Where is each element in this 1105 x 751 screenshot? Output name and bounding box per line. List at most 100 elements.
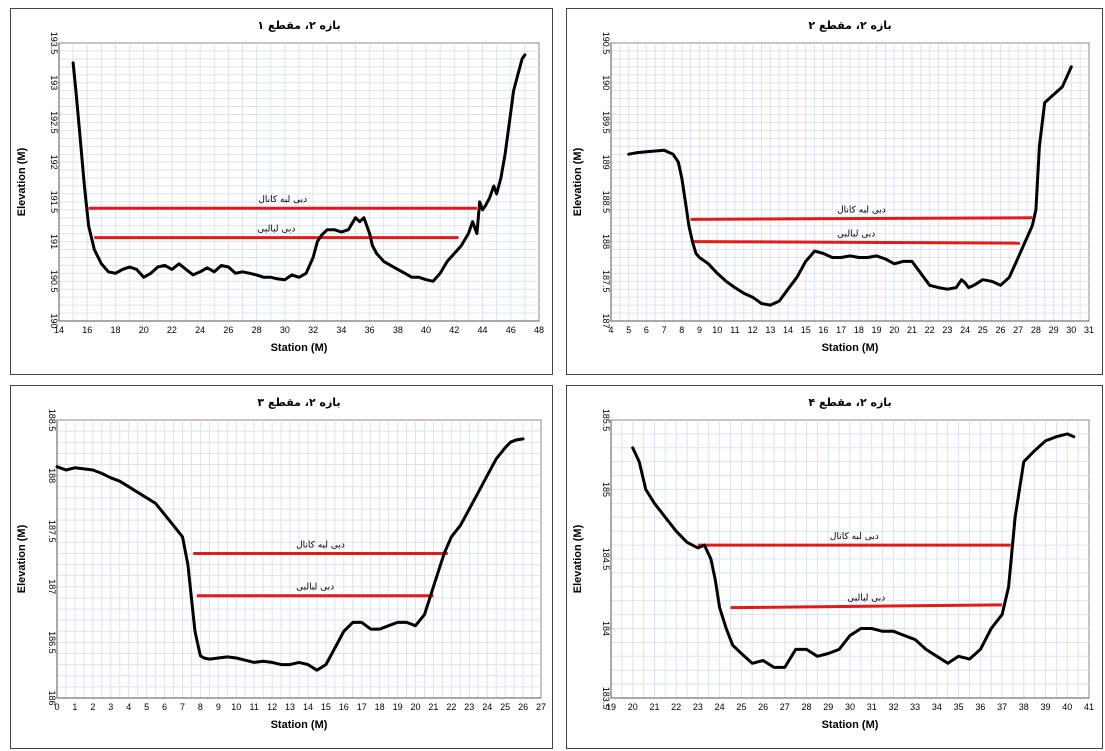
x-tick-label: 6: [644, 325, 649, 335]
x-tick-label: 13: [285, 702, 295, 712]
y-axis-title: Elevation (M): [16, 147, 28, 216]
x-tick-label: 25: [736, 702, 746, 712]
x-tick-label: 37: [997, 702, 1007, 712]
x-tick-label: 40: [1062, 702, 1072, 712]
x-tick-label: 5: [626, 325, 631, 335]
y-tick-label: 187: [47, 579, 57, 594]
x-tick-label: 4: [608, 325, 613, 335]
y-axis-title: Elevation (M): [16, 524, 28, 593]
x-tick-label: 16: [82, 325, 92, 335]
discharge-line-label: دبی لبه کانال: [830, 532, 879, 542]
x-tick-label: 18: [375, 702, 385, 712]
x-tick-label: 6: [162, 702, 167, 712]
x-axis-title: Station (M): [271, 719, 328, 731]
x-tick-label: 28: [1031, 325, 1041, 335]
full-bank-discharge-line: [692, 240, 1020, 245]
x-tick-label: 24: [195, 325, 205, 335]
x-tick-label: 33: [910, 702, 920, 712]
y-tick-label: 186: [47, 690, 57, 705]
chart-1: 14 16 18 20 22 24 26 28 30 32 34 36 38 40 42 44 46 48 190 1…: [16, 19, 544, 354]
y-tick-label: 190: [601, 75, 611, 90]
y-tick-label: 183.5: [601, 687, 611, 710]
x-tick-label: 13: [765, 325, 775, 335]
x-tick-label: 36: [975, 702, 985, 712]
cross-section-profile-line: [55, 437, 525, 672]
x-tick-label: 7: [180, 702, 185, 712]
x-tick-label: 1: [72, 702, 77, 712]
x-tick-label: 22: [671, 702, 681, 712]
x-tick-label: 16: [339, 702, 349, 712]
x-tick-label: 7: [662, 325, 667, 335]
grid: [611, 43, 1089, 321]
x-tick-label: 26: [995, 325, 1005, 335]
y-tick-label: 191.5: [49, 191, 59, 214]
x-tick-label: 20: [411, 702, 421, 712]
cross-section-profile-line: [631, 432, 1076, 669]
x-tick-label: 31: [1084, 325, 1094, 335]
y-tick-label: 189: [601, 155, 611, 170]
y-tick-label: 187.5: [47, 520, 57, 543]
y-axis-title: Elevation (M): [572, 524, 584, 593]
x-tick-label: 48: [534, 325, 544, 335]
chart-2: 4 5 6 7 8 9 10 11 12 13 14 15 16 17 18 19 20 21 22 23 24 25 26…: [572, 19, 1094, 354]
x-tick-label: 10: [712, 325, 722, 335]
discharge-line-label: دبی لبه کانال: [258, 195, 307, 205]
x-tick-label: 24: [960, 325, 970, 335]
x-tick-label: 11: [250, 702, 259, 712]
chart-panel-4: 19 20 21 22 23 24 25 26 27 28 29 30 31 32 33 34 35 36 37 38…: [566, 385, 1103, 749]
x-tick-label: 32: [308, 325, 318, 335]
y-tick-label: 192.5: [49, 111, 59, 134]
x-tick-label: 26: [758, 702, 768, 712]
discharge-line-label: دبی لبالبی: [837, 229, 875, 239]
x-tick-label: 8: [198, 702, 203, 712]
y-tick-label: 185.5: [601, 409, 611, 432]
chart-title: بازه ۲، مقطع ۲: [808, 19, 891, 32]
x-tick-label: 23: [464, 702, 474, 712]
x-tick-label: 29: [823, 702, 833, 712]
y-tick-label: 191: [49, 234, 59, 249]
chart-title: بازه ۲، مقطع ۳: [257, 396, 340, 409]
x-tick-label: 20: [139, 325, 149, 335]
x-tick-label: 14: [54, 325, 64, 335]
y-tick-label: 193: [49, 75, 59, 90]
x-tick-label: 27: [1013, 325, 1023, 335]
x-tick-label: 21: [428, 702, 438, 712]
grid: [611, 420, 1089, 698]
x-tick-label: 22: [446, 702, 456, 712]
x-tick-label: 15: [801, 325, 811, 335]
y-tick-label: 188: [47, 468, 57, 483]
discharge-line-label: دبی لبه کانال: [837, 206, 886, 216]
x-tick-label: 32: [888, 702, 898, 712]
grid: [59, 43, 539, 321]
x-tick-label: 15: [321, 702, 331, 712]
x-tick-label: 27: [536, 702, 546, 712]
discharge-line-label: دبی لبالبی: [296, 583, 334, 593]
y-tick-label: 187.5: [601, 270, 611, 293]
y-tick-label: 187: [601, 313, 611, 328]
x-tick-label: 24: [715, 702, 725, 712]
x-tick-label: 30: [845, 702, 855, 712]
x-tick-label: 46: [506, 325, 516, 335]
bankfull-discharge-line: [690, 216, 1033, 221]
x-tick-label: 8: [679, 325, 684, 335]
x-tick-label: 24: [482, 702, 492, 712]
x-tick-label: 16: [818, 325, 828, 335]
y-tick-label: 188.5: [47, 409, 57, 432]
x-tick-label: 23: [693, 702, 703, 712]
chart-panel-1: 14 16 18 20 22 24 26 28 30 32 34 36 38 40 42 44 46 48 190 1…: [10, 8, 553, 375]
x-tick-label: 21: [907, 325, 917, 335]
x-tick-label: 19: [606, 702, 616, 712]
x-tick-label: 17: [836, 325, 846, 335]
x-tick-label: 20: [889, 325, 899, 335]
discharge-line-label: دبی لبه کانال: [296, 540, 345, 550]
x-tick-label: 34: [336, 325, 346, 335]
x-tick-label: 9: [216, 702, 221, 712]
x-tick-label: 9: [697, 325, 702, 335]
x-tick-label: 12: [267, 702, 277, 712]
y-tick-label: 186.5: [47, 631, 57, 654]
x-tick-label: 26: [223, 325, 233, 335]
x-tick-label: 30: [1066, 325, 1076, 335]
chart-panel-3: 0 1 2 3 4 5 6 7 8 9 10 11 12 13 14 15 16 17 18 19 20 21 22 23 24…: [10, 385, 553, 749]
x-tick-label: 0: [54, 702, 59, 712]
x-tick-label: 14: [783, 325, 793, 335]
